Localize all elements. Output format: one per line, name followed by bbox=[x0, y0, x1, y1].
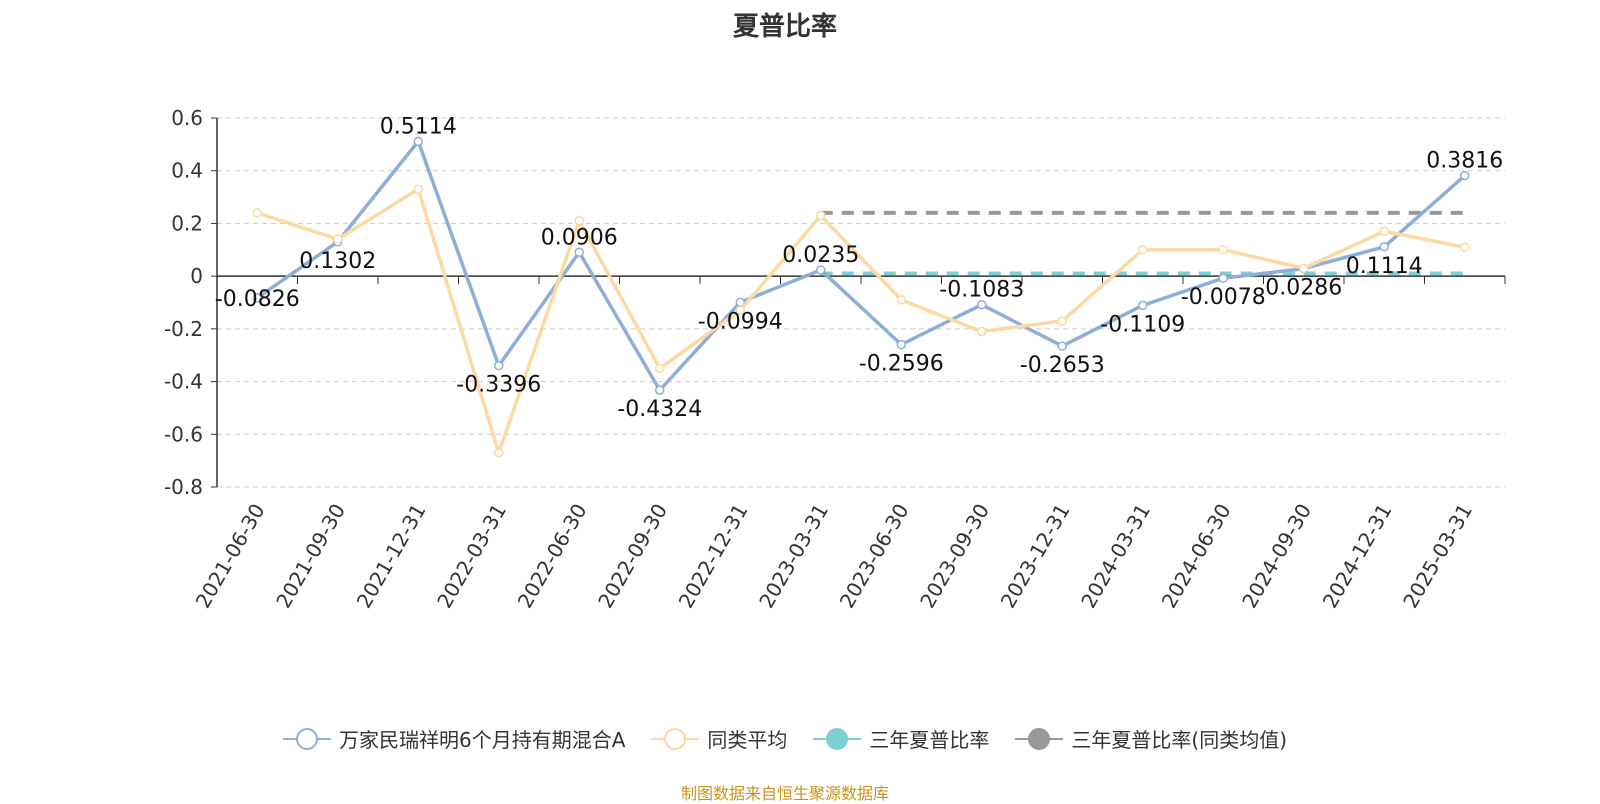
x-tick-label: 2022-06-30 bbox=[513, 500, 592, 613]
data-point bbox=[494, 447, 504, 458]
y-tick-label: -0.2 bbox=[164, 317, 203, 341]
data-point bbox=[252, 208, 262, 218]
x-tick-label: 2021-12-31 bbox=[352, 500, 431, 613]
chart-title: 夏普比率 bbox=[732, 12, 837, 42]
y-tick-label: 0.6 bbox=[171, 106, 203, 130]
data-point bbox=[1218, 245, 1228, 255]
data-point bbox=[1379, 226, 1389, 237]
data-point bbox=[1138, 300, 1148, 311]
series-layer bbox=[252, 136, 1470, 458]
data-point bbox=[1379, 242, 1389, 252]
data-point bbox=[1460, 170, 1470, 181]
x-tick-label: 2024-06-30 bbox=[1157, 500, 1236, 613]
data-point bbox=[413, 184, 423, 194]
data-point bbox=[574, 247, 584, 258]
data-label: -0.0826 bbox=[215, 287, 300, 312]
data-point bbox=[1299, 263, 1309, 273]
data-label: -0.2596 bbox=[859, 352, 944, 377]
data-label: 0.3816 bbox=[1426, 149, 1503, 174]
x-tick-label: 2024-09-30 bbox=[1237, 500, 1316, 613]
data-point bbox=[896, 339, 906, 350]
legend-item[interactable]: 三年夏普比率 bbox=[813, 724, 989, 753]
data-point bbox=[252, 293, 262, 303]
x-tick-label: 2021-09-30 bbox=[271, 500, 350, 613]
legend-item[interactable]: 同类平均 bbox=[651, 724, 787, 753]
data-point bbox=[1057, 316, 1067, 326]
x-tick-label: 2021-06-30 bbox=[191, 500, 270, 613]
data-point bbox=[333, 234, 343, 244]
x-tick-label: 2022-12-31 bbox=[674, 500, 753, 613]
data-label: -0.0994 bbox=[698, 309, 783, 334]
x-tick-label: 2023-09-30 bbox=[915, 500, 994, 613]
legend-item[interactable]: 三年夏普比率(同类均值) bbox=[1015, 724, 1287, 753]
data-point bbox=[816, 265, 826, 275]
data-label: -0.2653 bbox=[1020, 353, 1105, 378]
legend-marker-icon bbox=[1015, 727, 1064, 750]
y-tick-label: -0.8 bbox=[164, 475, 203, 499]
data-label: -0.3396 bbox=[456, 373, 541, 398]
x-tick-label: 2024-03-31 bbox=[1076, 500, 1155, 613]
data-point bbox=[977, 299, 987, 310]
x-tick-label: 2023-03-31 bbox=[754, 500, 833, 613]
legend-label: 万家民瑞祥明6个月持有期混合A bbox=[338, 728, 626, 752]
data-point bbox=[655, 363, 665, 374]
data-point bbox=[1460, 242, 1470, 252]
data-label: -0.1109 bbox=[1100, 312, 1185, 337]
legend-item[interactable]: 万家民瑞祥明6个月持有期混合A bbox=[282, 724, 626, 753]
x-tick-label: 2024-12-31 bbox=[1318, 500, 1397, 613]
y-tick-label: 0.2 bbox=[171, 211, 203, 235]
series-line bbox=[256, 139, 1466, 392]
data-point bbox=[896, 295, 906, 305]
data-label: 0.0906 bbox=[541, 225, 618, 250]
data-label: 0.1114 bbox=[1346, 254, 1423, 279]
y-tick-label: -0.4 bbox=[164, 370, 203, 394]
x-tick-label: 2023-12-31 bbox=[996, 500, 1075, 613]
y-tick-label: -0.6 bbox=[164, 422, 203, 446]
data-label: -0.1083 bbox=[939, 278, 1024, 303]
data-point bbox=[735, 305, 745, 316]
data-label: 0.1302 bbox=[299, 249, 376, 274]
source-note: 制图数据来自恒生聚源数据库 bbox=[680, 784, 889, 803]
legend-label: 同类平均 bbox=[707, 728, 788, 752]
data-label: 0.0235 bbox=[782, 243, 859, 268]
data-point bbox=[574, 216, 584, 226]
data-point bbox=[1138, 245, 1148, 255]
y-tick-label: 0 bbox=[190, 264, 203, 288]
grid-layer bbox=[217, 117, 1505, 488]
data-point bbox=[816, 210, 826, 221]
data-label: -0.0078 bbox=[1181, 285, 1266, 310]
legend: 万家民瑞祥明6个月持有期混合A 同类平均 三年夏普比率 三年夏普比率(同类均值) bbox=[0, 724, 1570, 753]
x-tick-label: 2022-03-31 bbox=[432, 500, 511, 613]
data-point bbox=[494, 360, 504, 371]
legend-marker-icon bbox=[651, 727, 700, 750]
data-point bbox=[655, 385, 665, 395]
data-label: 0.5114 bbox=[380, 114, 457, 139]
data-point bbox=[413, 136, 423, 147]
legend-marker-icon bbox=[813, 727, 862, 750]
legend-marker-icon bbox=[282, 727, 331, 750]
data-point bbox=[1057, 341, 1067, 351]
legend-label: 三年夏普比率(同类均值) bbox=[1071, 728, 1287, 752]
data-label: 0.0286 bbox=[1265, 276, 1342, 301]
y-tick-label: 0.4 bbox=[171, 159, 203, 183]
series-line bbox=[256, 187, 1466, 455]
data-label: -0.4324 bbox=[617, 397, 702, 422]
data-label-layer: -0.0826 0.1302 0.5114 -0.3396 0.0906 -0.4324 -… bbox=[215, 114, 1503, 422]
data-point bbox=[977, 326, 987, 337]
legend-label: 三年夏普比率 bbox=[869, 728, 990, 752]
x-tick-label: 2023-06-30 bbox=[835, 500, 914, 613]
data-point bbox=[1218, 273, 1228, 283]
x-tick-label: 2022-09-30 bbox=[593, 500, 672, 613]
x-tick-label: 2025-03-31 bbox=[1398, 500, 1477, 613]
